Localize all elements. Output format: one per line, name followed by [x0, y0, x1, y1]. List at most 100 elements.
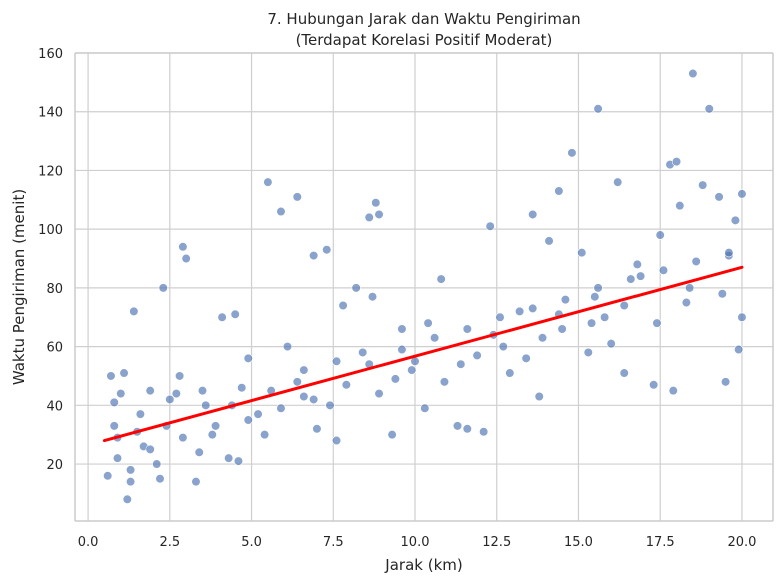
scatter-point — [331, 435, 342, 446]
scatter-point — [420, 403, 430, 413]
scatter-point — [452, 421, 463, 431]
scatter-point — [495, 312, 505, 322]
scatter-point — [201, 400, 211, 410]
scatter-point — [720, 377, 731, 387]
scatter-point — [505, 368, 515, 378]
scatter-point — [681, 297, 691, 308]
scatter-point — [387, 430, 397, 440]
scatter-point — [292, 377, 302, 387]
scatter-point — [282, 342, 293, 352]
scatter-point — [263, 177, 273, 187]
scatter-point — [338, 300, 348, 311]
scatter-point — [704, 104, 714, 114]
scatter-point — [521, 353, 531, 363]
scatter-point — [397, 324, 407, 334]
scatter-point — [116, 388, 126, 399]
scatter-point — [243, 415, 253, 425]
scatter-point — [217, 312, 227, 322]
scatter-point — [103, 471, 113, 481]
scatter-point — [737, 189, 747, 199]
scatter-point — [655, 230, 665, 240]
regression-line — [102, 265, 744, 443]
y-tick-label: 80 — [46, 282, 63, 297]
scatter-point — [685, 283, 695, 293]
scatter-point — [698, 180, 708, 190]
scatter-point — [374, 388, 384, 399]
scatter-point — [632, 259, 642, 269]
scatter-point — [276, 206, 286, 217]
scatter-point — [309, 250, 319, 261]
scatter-point — [207, 430, 217, 440]
scatter-point — [331, 356, 342, 366]
scatter-point — [253, 409, 263, 419]
scatter-point — [109, 397, 119, 407]
scatter-point — [479, 427, 489, 437]
scatter-point — [129, 306, 139, 316]
scatter-point — [325, 400, 335, 410]
scatter-point — [554, 186, 564, 196]
scatter-point — [312, 424, 322, 434]
scatter-point — [730, 215, 741, 225]
scatter-point — [390, 374, 400, 384]
scatter-point — [322, 245, 332, 255]
scatter-point — [439, 377, 450, 387]
scatter-point — [586, 318, 597, 328]
scatter-point — [734, 344, 744, 355]
scatter-point — [590, 292, 600, 302]
scatter-point — [351, 283, 361, 293]
x-tick-labels: 0.0 2.5 5.0 7.5 10.0 12.5 15.0 17.5 20.0 — [78, 535, 757, 550]
scatter-point — [341, 380, 351, 390]
scatter-point — [230, 309, 240, 319]
scatter-point — [165, 394, 175, 405]
scatter-point — [567, 148, 577, 158]
scatter-point — [194, 447, 204, 457]
y-tick-label: 20 — [46, 458, 63, 473]
scatter-point — [528, 209, 538, 220]
scatter-point — [600, 312, 610, 322]
scatter-point — [181, 253, 191, 264]
scatter-point — [178, 433, 188, 443]
scatter-point — [237, 383, 247, 393]
scatter-point — [537, 333, 548, 343]
scatter-point — [152, 459, 162, 469]
scatter-point — [606, 339, 616, 349]
axes-spines — [74, 52, 774, 522]
scatter-point — [691, 256, 701, 267]
scatter-point — [171, 388, 181, 399]
scatter-point — [260, 430, 270, 440]
x-tick-label: 0.0 — [78, 535, 99, 550]
x-tick-label: 15.0 — [564, 535, 593, 550]
scatter-point — [635, 271, 646, 281]
scatter-point — [158, 283, 168, 293]
scatter-point — [367, 292, 378, 302]
scatter-point — [155, 474, 165, 484]
scatter-point — [299, 365, 309, 375]
scatter-point — [626, 274, 636, 284]
scatter-point — [358, 347, 368, 358]
scatter-point — [472, 350, 482, 361]
scatter-point — [145, 444, 155, 454]
scatter-point — [619, 300, 629, 311]
x-tick-label: 5.0 — [241, 535, 262, 550]
scatter-point — [462, 424, 472, 434]
x-axis-label: Jarak (km) — [384, 556, 462, 574]
scatter-point — [178, 242, 188, 252]
scatter-point — [652, 318, 662, 328]
scatter-point — [430, 333, 440, 343]
scatter-point — [397, 344, 407, 355]
y-tick-label: 160 — [38, 47, 63, 62]
scatter-point — [125, 465, 136, 475]
scatter-point — [534, 391, 544, 402]
x-tick-label: 10.0 — [401, 535, 430, 550]
y-tick-labels: 20 40 60 80 100 120 140 160 — [38, 47, 63, 473]
scatter-point — [560, 295, 570, 305]
scatter-point — [119, 368, 129, 378]
scatter-point — [544, 236, 554, 246]
scatter-point — [407, 365, 417, 375]
scatter-point — [112, 453, 123, 463]
y-tick-label: 120 — [38, 164, 63, 179]
scatter-point — [583, 347, 593, 358]
scatter-point — [122, 494, 132, 504]
